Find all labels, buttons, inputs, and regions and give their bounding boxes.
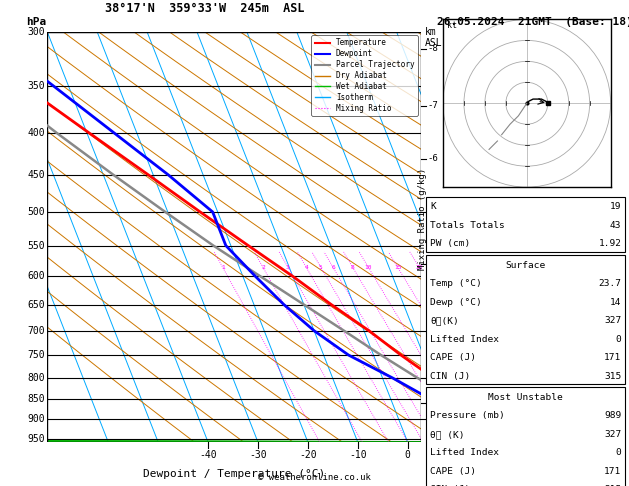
Text: 327: 327 <box>604 316 621 325</box>
Text: 0: 0 <box>405 451 411 460</box>
Text: 1: 1 <box>221 265 225 270</box>
Text: 989: 989 <box>604 412 621 420</box>
Text: -40: -40 <box>199 451 217 460</box>
Text: 400: 400 <box>28 128 45 138</box>
Text: -5: -5 <box>427 208 438 216</box>
Text: 327: 327 <box>604 430 621 439</box>
Text: 14: 14 <box>610 298 621 307</box>
Text: hPa: hPa <box>26 17 47 28</box>
Text: 950: 950 <box>28 434 45 444</box>
Text: -8: -8 <box>427 44 438 53</box>
Legend: Temperature, Dewpoint, Parcel Trajectory, Dry Adiabat, Wet Adiabat, Isotherm, Mi: Temperature, Dewpoint, Parcel Trajectory… <box>311 35 418 116</box>
Text: 8: 8 <box>351 265 355 270</box>
Text: 650: 650 <box>28 299 45 310</box>
Text: θᴄ (K): θᴄ (K) <box>430 430 465 439</box>
Text: 20: 20 <box>502 451 513 460</box>
Text: 15: 15 <box>394 265 401 270</box>
Text: 2: 2 <box>261 265 265 270</box>
Text: 450: 450 <box>28 170 45 180</box>
Text: Lifted Index: Lifted Index <box>430 449 499 457</box>
Text: -3: -3 <box>427 326 438 335</box>
Text: 19: 19 <box>610 203 621 211</box>
Text: 850: 850 <box>28 394 45 404</box>
Text: 43: 43 <box>610 221 621 230</box>
Text: 171: 171 <box>604 467 621 476</box>
Text: 38°17'N  359°33'W  245m  ASL: 38°17'N 359°33'W 245m ASL <box>104 2 304 15</box>
Text: 10: 10 <box>452 451 464 460</box>
Text: 0: 0 <box>616 335 621 344</box>
Text: -1: -1 <box>427 415 438 424</box>
Text: Pressure (mb): Pressure (mb) <box>430 412 505 420</box>
Text: Mixing Ratio (g/kg): Mixing Ratio (g/kg) <box>418 168 427 270</box>
Text: K: K <box>430 203 436 211</box>
Text: Totals Totals: Totals Totals <box>430 221 505 230</box>
Text: Most Unstable: Most Unstable <box>488 393 563 402</box>
Text: Dewpoint / Temperature (°C): Dewpoint / Temperature (°C) <box>143 469 325 479</box>
Text: 20: 20 <box>416 265 423 270</box>
Text: 300: 300 <box>28 27 45 36</box>
Text: -30: -30 <box>249 451 267 460</box>
Text: LCL: LCL <box>427 399 442 408</box>
Text: -10: -10 <box>349 451 367 460</box>
Text: 171: 171 <box>604 353 621 362</box>
Text: 900: 900 <box>28 415 45 424</box>
Text: CIN (J): CIN (J) <box>430 372 470 381</box>
Text: 315: 315 <box>604 372 621 381</box>
Text: Surface: Surface <box>506 261 545 270</box>
Text: CAPE (J): CAPE (J) <box>430 467 476 476</box>
Text: 750: 750 <box>28 350 45 360</box>
Text: 600: 600 <box>28 271 45 281</box>
Text: kt: kt <box>447 21 457 30</box>
Text: 23.7: 23.7 <box>598 279 621 288</box>
Text: © weatheronline.co.uk: © weatheronline.co.uk <box>258 473 371 482</box>
Text: 500: 500 <box>28 207 45 217</box>
Text: 6: 6 <box>331 265 335 270</box>
Text: km
ASL: km ASL <box>425 27 442 48</box>
Text: 30: 30 <box>552 451 564 460</box>
Text: -6: -6 <box>427 154 438 163</box>
Text: 10: 10 <box>365 265 372 270</box>
Text: 26.05.2024  21GMT  (Base: 18): 26.05.2024 21GMT (Base: 18) <box>437 17 629 27</box>
Text: 0: 0 <box>616 449 621 457</box>
Text: Temp (°C): Temp (°C) <box>430 279 482 288</box>
Text: 350: 350 <box>28 81 45 91</box>
Text: PW (cm): PW (cm) <box>430 240 470 248</box>
Text: θᴄ(K): θᴄ(K) <box>430 316 459 325</box>
Text: 800: 800 <box>28 373 45 383</box>
Text: CAPE (J): CAPE (J) <box>430 353 476 362</box>
Text: Lifted Index: Lifted Index <box>430 335 499 344</box>
Text: -7: -7 <box>427 101 438 110</box>
Text: 700: 700 <box>28 326 45 336</box>
Text: -4: -4 <box>427 260 438 269</box>
Text: 4: 4 <box>304 265 308 270</box>
Text: -20: -20 <box>299 451 317 460</box>
Text: 3: 3 <box>286 265 290 270</box>
Text: 550: 550 <box>28 241 45 251</box>
Text: -2: -2 <box>427 373 438 382</box>
Text: Dewp (°C): Dewp (°C) <box>430 298 482 307</box>
Text: 5: 5 <box>319 265 323 270</box>
Text: 1.92: 1.92 <box>598 240 621 248</box>
